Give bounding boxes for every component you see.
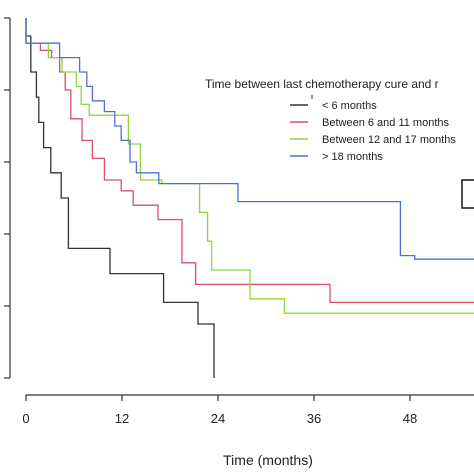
- x-tick-label-2: 24: [211, 411, 225, 426]
- x-tick-label-0: 0: [22, 411, 29, 426]
- series-lines: [25, 18, 474, 378]
- series-line-2: [25, 18, 474, 314]
- legend: Time between last chemotherapy cure and …: [205, 77, 456, 163]
- x-tick-label-3: 36: [307, 411, 321, 426]
- x-tick-label-1: 12: [115, 411, 129, 426]
- x-tick-label-4: 48: [403, 411, 417, 426]
- legend-title: Time between last chemotherapy cure and …: [205, 77, 439, 91]
- legend-label-3: > 18 months: [322, 151, 383, 163]
- axes: 0 12 24 36 48: [4, 17, 474, 426]
- x-axis-title: Time (months): [223, 452, 313, 468]
- series-line-3: [25, 18, 474, 260]
- series-line-1: [25, 18, 474, 304]
- legend-label-0: < 6 months: [322, 100, 377, 112]
- legend-label-1: Between 6 and 11 months: [322, 117, 449, 129]
- series-line-0: [25, 18, 215, 378]
- annotation-box: [461, 179, 474, 209]
- legend-label-2: Between 12 and 17 months: [322, 134, 456, 146]
